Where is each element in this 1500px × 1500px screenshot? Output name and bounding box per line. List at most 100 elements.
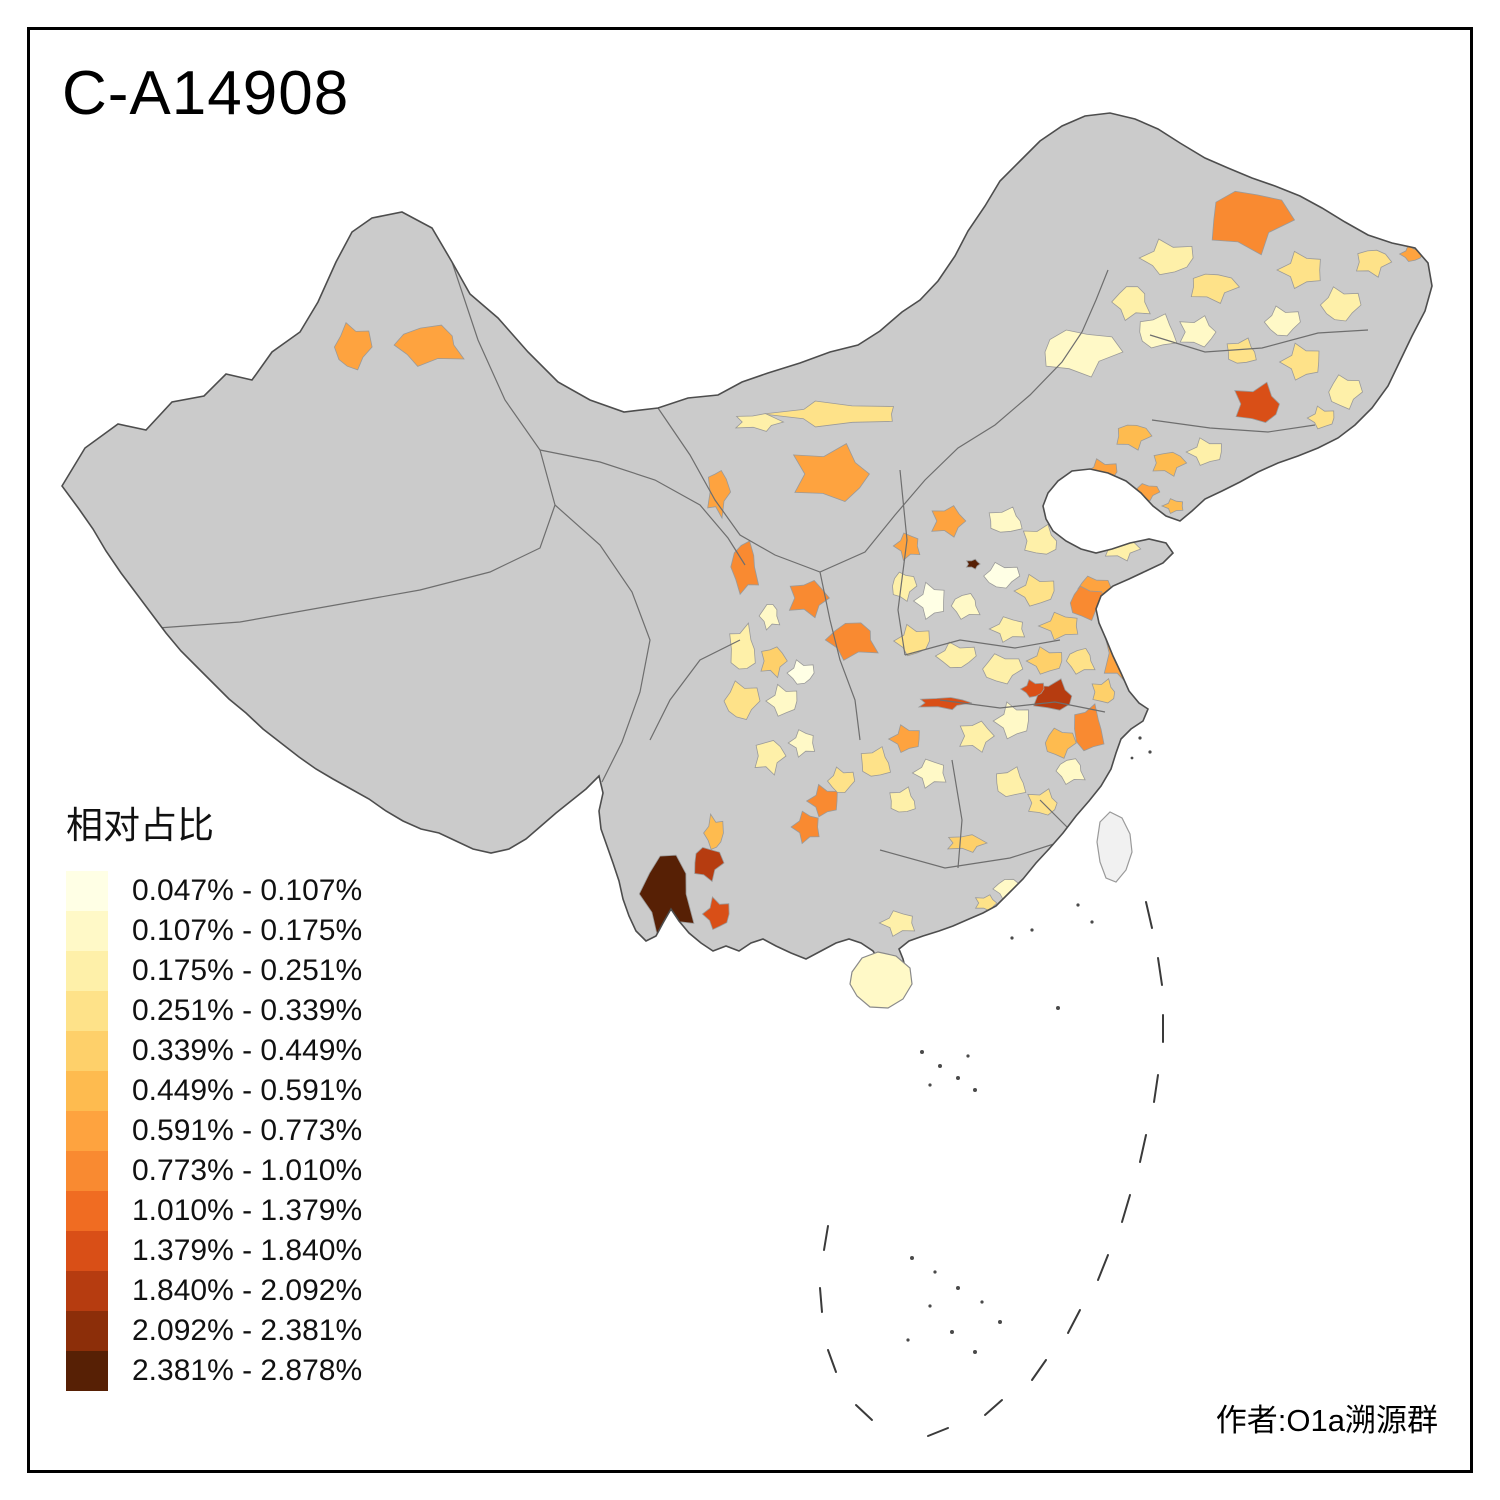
map-region (1065, 647, 1096, 675)
map-region (1013, 573, 1055, 607)
legend: 相对占比 0.047% - 0.107% 0.107% - 0.175% 0.175… (66, 795, 362, 1391)
map-region (694, 847, 725, 883)
legend-item: 2.381% - 2.878% (66, 1351, 362, 1391)
map-region (824, 622, 879, 661)
map-region (878, 910, 916, 937)
map-region (765, 683, 798, 717)
legend-label: 1.840% - 2.092% (132, 1274, 363, 1307)
map-region (1027, 886, 1054, 907)
legend-swatch (66, 1151, 108, 1191)
map-region (934, 641, 977, 669)
legend-item: 0.449% - 0.591% (66, 1071, 362, 1111)
map-region (754, 740, 787, 776)
legend-swatch (66, 1351, 108, 1391)
legend-item: 1.840% - 2.092% (66, 1271, 362, 1311)
map-region (1091, 678, 1116, 704)
map-region (805, 783, 838, 818)
legend-item: 1.379% - 1.840% (66, 1231, 362, 1271)
map-region (917, 697, 973, 711)
map-region (1160, 498, 1184, 515)
map-region (1044, 329, 1124, 378)
legend-item: 2.092% - 2.381% (66, 1311, 362, 1351)
legend-swatch (66, 991, 108, 1031)
taiwan-island (1096, 811, 1133, 883)
map-region (723, 680, 761, 720)
legend-swatch (66, 911, 108, 951)
small-islands (906, 736, 1152, 1354)
legend-label: 0.251% - 0.339% (132, 994, 363, 1027)
map-region (1116, 424, 1153, 451)
legend-items: 0.047% - 0.107% 0.107% - 0.175% 0.175% - 0… (66, 871, 362, 1391)
map-region (860, 746, 891, 777)
map-region (911, 758, 947, 789)
map-region (1319, 286, 1362, 322)
legend-label: 1.379% - 1.840% (132, 1234, 363, 1267)
map-region (826, 766, 856, 794)
map-region (1185, 437, 1222, 466)
legend-label: 2.381% - 2.878% (132, 1354, 363, 1387)
map-region (1211, 190, 1296, 256)
map-region (1044, 727, 1077, 759)
attribution: 作者:O1a溯源群 (1215, 1403, 1438, 1438)
map-region (887, 724, 920, 754)
map-region (787, 729, 816, 758)
legend-swatch (66, 951, 108, 991)
legend-label: 0.449% - 0.591% (132, 1074, 363, 1107)
legend-item: 0.175% - 0.251% (66, 951, 362, 991)
map-region (1037, 611, 1079, 641)
map-region (1025, 646, 1063, 675)
map-region (1069, 585, 1107, 622)
map-region (1263, 305, 1301, 337)
legend-swatch (66, 1071, 108, 1111)
map-region (786, 659, 815, 685)
legend-label: 2.092% - 2.381% (132, 1314, 363, 1347)
legend-swatch (66, 1191, 108, 1231)
legend-label: 0.339% - 0.449% (132, 1034, 363, 1067)
map-region (950, 593, 981, 620)
legend-swatch (66, 1031, 108, 1071)
map-region (965, 558, 981, 570)
map-region (1152, 451, 1188, 477)
map-region (1074, 703, 1105, 752)
legend-title: 相对占比 (66, 805, 214, 846)
map-region (1013, 903, 1031, 917)
map-region (1179, 315, 1217, 348)
legend-swatch (66, 1111, 108, 1151)
province-borders (157, 261, 1369, 869)
map-region (912, 581, 945, 620)
map-region (790, 810, 820, 845)
map-region (1328, 374, 1363, 410)
legend-item: 0.107% - 0.175% (66, 911, 362, 951)
legend-item: 0.047% - 0.107% (66, 871, 362, 911)
legend-label: 0.107% - 0.175% (132, 914, 363, 947)
map-region (996, 766, 1027, 798)
map-region (1190, 273, 1241, 304)
plot-title: C-A14908 (62, 59, 350, 128)
legend-label: 0.773% - 1.010% (132, 1154, 363, 1187)
legend-swatch (66, 1271, 108, 1311)
map-region (892, 623, 930, 657)
map-region (701, 896, 730, 931)
map-region (1055, 758, 1086, 786)
hainan-island (849, 951, 913, 1009)
map-region (1226, 337, 1257, 364)
map-region (758, 603, 781, 631)
map-region (760, 646, 788, 679)
nine-dash-line (819, 901, 1164, 1437)
legend-item: 0.773% - 1.010% (66, 1151, 362, 1191)
map-region (734, 413, 785, 432)
map-regions-layer (333, 190, 1424, 941)
legend-item: 1.010% - 1.379% (66, 1191, 362, 1231)
map-region (1022, 523, 1058, 555)
map-region (703, 812, 724, 850)
map-region (959, 720, 995, 753)
map-region (729, 622, 756, 670)
legend-label: 0.175% - 0.251% (132, 954, 363, 987)
map-region (892, 571, 918, 602)
map-region (1355, 249, 1393, 278)
map-region (1139, 313, 1178, 349)
legend-label: 0.591% - 0.773% (132, 1114, 363, 1147)
map-region (792, 443, 870, 502)
map-region (988, 506, 1023, 533)
map-region (983, 561, 1021, 589)
